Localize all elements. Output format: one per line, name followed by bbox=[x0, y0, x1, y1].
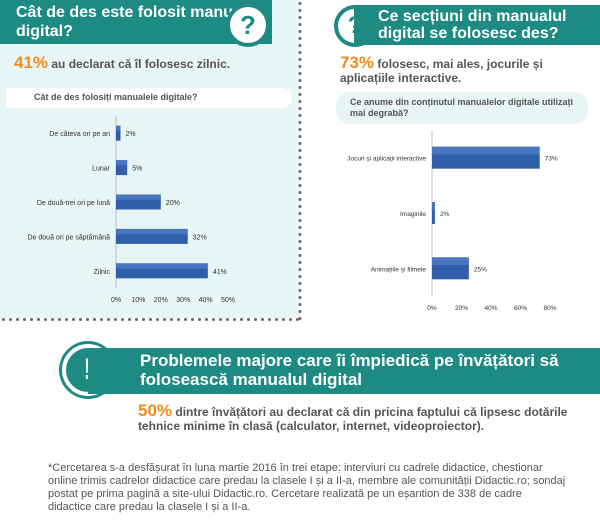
right-stat-pct: 73% bbox=[340, 53, 375, 72]
bar bbox=[116, 125, 121, 141]
right-stat: 73% folosesc, mai ales, jocurile și apli… bbox=[340, 53, 590, 85]
category-label: Lunar bbox=[92, 166, 111, 173]
dotted-divider-vertical bbox=[298, 0, 302, 320]
x-tick-label: 40% bbox=[484, 305, 497, 312]
bar bbox=[116, 160, 128, 176]
bar-highlight bbox=[116, 125, 121, 131]
right-title: Ce secțiuni din manualul digital se folo… bbox=[354, 5, 600, 45]
x-tick-label: 20% bbox=[154, 297, 168, 304]
x-tick-label: 30% bbox=[176, 297, 190, 304]
x-tick-label: 80% bbox=[543, 305, 556, 312]
dotted-divider-horizontal bbox=[0, 317, 300, 322]
value-label: 2% bbox=[440, 211, 450, 218]
bottom-stat-text: dintre învățători au declarat că din pri… bbox=[138, 405, 568, 433]
category-label: Animațiile și filmele bbox=[371, 266, 427, 273]
x-tick-label: 0% bbox=[427, 305, 437, 312]
bottom-title: Problemele majore care îi împiedică pe î… bbox=[88, 348, 600, 394]
value-label: 5% bbox=[132, 166, 142, 173]
right-chart-title: Ce anume din conținutul manualelor digit… bbox=[336, 92, 588, 124]
bar-highlight bbox=[116, 263, 208, 269]
category-label: De două-trei ori pe lună bbox=[37, 200, 110, 207]
x-tick-label: 20% bbox=[455, 305, 468, 312]
x-tick-label: 40% bbox=[199, 297, 213, 304]
bottom-stat-pct: 50% bbox=[138, 401, 173, 420]
value-label: 32% bbox=[193, 234, 207, 241]
x-tick-label: 10% bbox=[131, 297, 145, 304]
category-label: Zilnic bbox=[94, 269, 111, 276]
bar-highlight bbox=[116, 228, 188, 235]
x-tick-label: 60% bbox=[514, 305, 527, 312]
left-stat: 41% au declarat că îl folosesc zilnic. bbox=[14, 53, 294, 72]
bar-highlight bbox=[432, 202, 435, 210]
value-label: 25% bbox=[474, 266, 487, 273]
right-stat-text: folosesc, mai ales, jocurile și aplicați… bbox=[340, 57, 543, 85]
category-label: Imaginile bbox=[400, 211, 426, 218]
x-tick-label: 0% bbox=[111, 297, 121, 304]
x-tick-label: 50% bbox=[221, 297, 235, 304]
bar-highlight bbox=[116, 160, 128, 166]
content-bar-chart: Jocuri și aplicații interactive 73% Imagin… bbox=[347, 130, 558, 312]
category-label: De două ori pe săptămână bbox=[28, 234, 111, 241]
value-label: 2% bbox=[125, 131, 135, 138]
bar-highlight bbox=[116, 194, 161, 200]
footnote: *Cercetarea s-a desfășurat în luna marti… bbox=[48, 462, 566, 513]
category-label: De câteva ori pe an bbox=[49, 131, 110, 138]
bottom-stat: 50% dintre învățători au declarat că din… bbox=[138, 401, 568, 433]
bar-highlight bbox=[432, 257, 469, 266]
value-label: 73% bbox=[545, 156, 558, 163]
bar bbox=[432, 202, 435, 224]
value-label: 20% bbox=[166, 200, 180, 207]
left-stat-text: au declarat că îl folosesc zilnic. bbox=[48, 57, 231, 71]
value-label: 41% bbox=[213, 269, 227, 276]
category-label: Jocuri și aplicații interactive bbox=[347, 156, 426, 163]
question-icon: ? bbox=[226, 3, 270, 47]
left-stat-pct: 41% bbox=[14, 53, 49, 72]
left-chart-title: Cât de des folosiți manualele digitale? bbox=[6, 88, 292, 108]
frequency-bar-chart: De câteva ori pe an 2% Lunar 5% De două-trei… bbox=[28, 116, 235, 304]
bar-highlight bbox=[432, 146, 540, 155]
